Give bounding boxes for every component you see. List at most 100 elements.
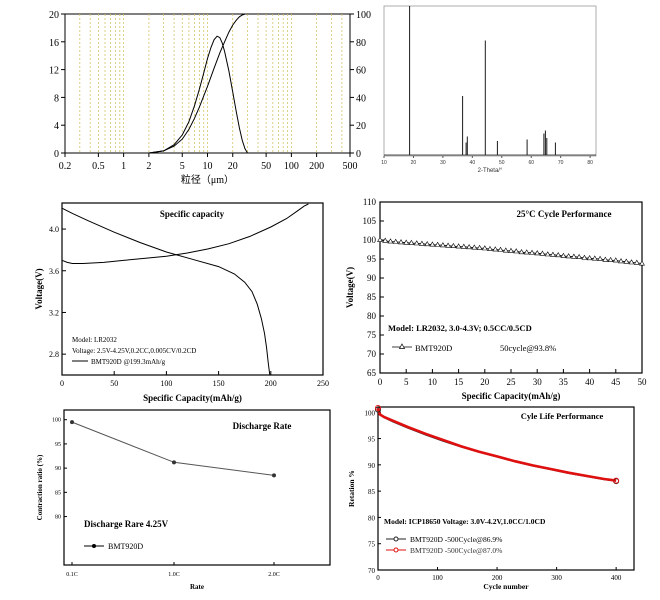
cy-marker [439,242,446,248]
cl-x-tick-label: 100 [432,574,443,582]
psd-y-right-tick-label: 100 [356,10,371,21]
cycle-life-chart: 0 100 200 300 400 70 75 80 85 90 95 100 Cyle Life Pe… [340,400,656,595]
psd-x-tick-label: 1 [121,161,126,172]
cl-y-tick-label: 80 [368,514,376,522]
cy-marker [502,247,509,253]
cl-y-tick-label: 90 [368,462,376,470]
psd-x-tick-label: 5 [180,161,185,172]
cy-y-tick-label: 80 [367,311,377,321]
cy-legend-value: 50cycle@93.8% [500,343,556,353]
cy-x-tick-label: 35 [559,377,569,387]
dr-y-tick-label: 90 [55,466,61,472]
psd-y-right-tick-label: 0 [356,149,361,160]
psd-y-left-tick-label: 16 [49,38,59,49]
cycle-25c-chart: 0 5 10 15 20 25 30 35 40 45 50 65 70 75 80 85 90 95 100 105… [340,195,655,410]
cy-marker [424,240,431,247]
cl-plot-frame [377,406,635,571]
cy-marker [398,239,404,245]
cy-y-tick-label: 110 [363,197,377,207]
cycle-25c-svg: 0 5 10 15 20 25 30 35 40 45 50 65 70 75 80 85 90 95 100 105… [345,197,647,401]
cy-marker [492,246,499,252]
xrd-x-tick-label: 60 [528,160,534,166]
cy-marker [471,244,478,250]
cy-marker [387,238,394,244]
sc-x-tick-label: 100 [160,379,172,388]
psd-x-tick-label: 2 [146,161,151,172]
dr-marker [172,460,176,465]
sc-x-tick-label: 200 [265,379,277,388]
xrd-x-tick-label: 40 [470,160,476,166]
cy-marker [581,254,588,260]
cy-marker [623,258,630,264]
cy-marker [570,253,577,259]
dr-x-tick-label: 2.0C [268,572,280,578]
cy-legend-label: BMT920D [415,343,452,353]
psd-x-tick-label: 0.2 [59,161,72,172]
dr-y-tick-label: 100 [52,418,61,424]
specific-capacity-chart: 0 50 100 150 200 250 2.8 3.2 3.6 4.0 Specific capa… [30,195,330,410]
dr-y-tick-label: 80 [55,515,61,521]
cy-marker [612,257,619,263]
cy-x-tick-label: 0 [378,377,383,387]
dr-x-tick-label: 1.0C [168,572,180,578]
cy-y-tick-label: 75 [367,330,377,340]
xrd-chart: 10 20 30 40 50 60 70 80 2-Theta/° [374,0,606,180]
sc-y-axis-label: Voltage(V) [34,268,44,309]
dr-marker [272,473,276,478]
sc-title: Specific capacity [160,209,225,219]
cy-y-tick-label: 85 [367,292,377,302]
sc-y-tick-label: 3.6 [49,267,59,276]
cl-legend-label: BMT920D -500Cycle@87.0% [410,546,502,555]
sc-x-tick-label: 50 [110,379,118,388]
cl-y-tick-label: 100 [365,409,376,417]
cy-annotation: Model: LR2032, 3.0-4.3V; 0.5CC/0.5CD [388,323,532,333]
cy-marker [639,260,645,266]
cl-start-marker [375,405,381,412]
cy-marker [576,253,583,259]
cy-marker [597,255,604,261]
psd-chart: 0.2 0.5 1 2 5 10 20 50 100 200 500 0 4 8 12 16 20 0 20 40 60… [0,0,372,190]
psd-svg: 0.2 0.5 1 2 5 10 20 50 100 200 5000481216200204060… [49,10,371,186]
dr-marker [70,420,74,425]
sc-plot-frame [61,202,324,376]
psd-y-right-tick-label: 20 [356,121,366,132]
cy-x-tick-label: 40 [585,377,595,387]
cl-x-tick-label: 300 [551,574,562,582]
dr-annotation: Discharge Rare 4.25V [84,519,169,529]
cy-marker [602,256,609,262]
cy-plot-frame [379,201,643,374]
cy-marker [529,249,535,255]
cy-marker [455,243,462,249]
dr-y-tick-label: 85 [55,490,61,496]
psd-y-left-tick-label: 8 [54,93,59,104]
psd-y-left-tick-label: 0 [54,149,59,160]
psd-x-tick-label: 200 [309,161,324,172]
cy-x-tick-label: 10 [428,377,438,387]
xrd-x-tick-label: 50 [499,160,505,166]
cy-marker [591,255,598,261]
psd-x-tick-label: 500 [343,161,358,172]
sc-annotation-voltage: Voltage: 2.5V-4.25V,0.2CC,0.005CV/0.2CD [72,347,196,355]
cy-marker [487,245,493,251]
cy-marker [544,251,551,257]
cy-x-tick-label: 20 [480,377,490,387]
dr-legend-label: BMT920D [108,542,143,551]
psd-y-right-tick-label: 40 [356,93,366,104]
cy-x-tick-label: 30 [533,377,543,387]
cl-legend-marker [393,536,399,542]
cy-marker [560,252,567,258]
cl-legend-marker [393,547,399,553]
cy-x-tick-label: 25 [507,377,517,387]
cy-marker [481,245,488,251]
cl-y-tick-label: 85 [368,488,376,496]
cl-legend-label: BMT920D -500Cycle@86.9% [410,535,502,544]
psd-y-left-tick-label: 20 [49,10,59,21]
dr-x-tick-label: 0.1C [66,572,78,578]
cy-marker [445,242,452,248]
discharge-rate-svg: 0.1C 1.0C 2.0C 80 85 90 95 100 Discharge Rate Dis… [36,409,331,591]
cy-marker [565,253,572,259]
cy-marker [628,259,635,265]
cy-marker [586,254,593,261]
cy-marker [434,241,441,247]
cy-marker [497,246,504,252]
